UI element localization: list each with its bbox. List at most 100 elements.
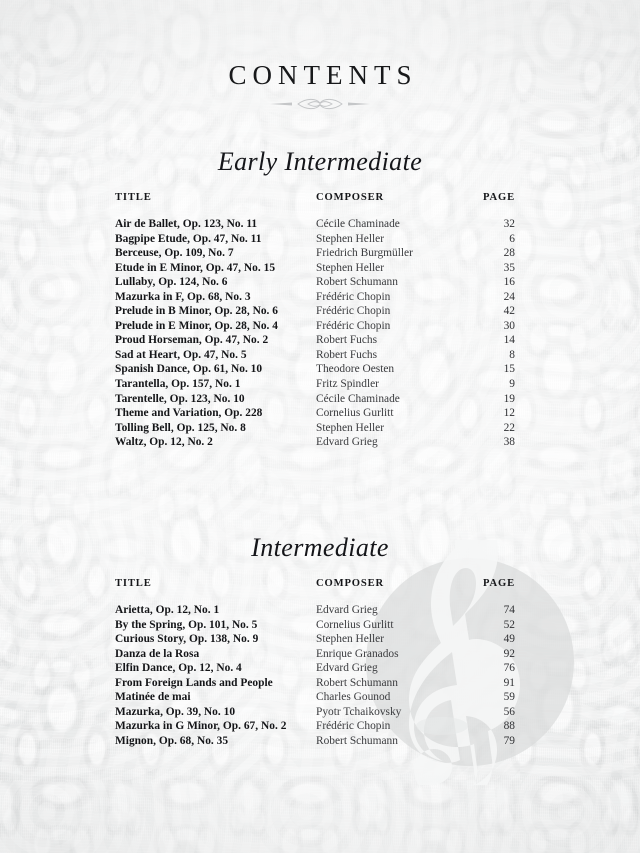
table-row[interactable]: Berceuse, Op. 109, No. 7 Friedrich Burgmü… [115, 247, 515, 262]
cell-title: Tolling Bell, Op. 125, No. 8 [115, 421, 246, 434]
table-row[interactable]: Lullaby, Op. 124, No. 6 Robert Schumann 16 [115, 276, 515, 291]
cell-page: 42 [503, 305, 515, 318]
table-row[interactable]: Prelude in E Minor, Op. 28, No. 4 Frédéri… [115, 320, 515, 335]
cell-composer: Cécile Chaminade [316, 392, 400, 405]
table-row[interactable]: Mazurka, Op. 39, No. 10 Pyotr Tchaikovsky… [115, 706, 515, 721]
cell-composer: Robert Schumann [316, 276, 398, 289]
table-row[interactable]: Sad at Heart, Op. 47, No. 5 Robert Fuchs 8 [115, 349, 515, 364]
cell-title: Prelude in B Minor, Op. 28, No. 6 [115, 305, 278, 318]
cell-composer: Robert Fuchs [316, 348, 378, 361]
cell-composer: Robert Schumann [316, 734, 398, 747]
cell-title: Prelude in E Minor, Op. 28, No. 4 [115, 319, 278, 332]
table-row[interactable]: Etude in E Minor, Op. 47, No. 15 Stephen … [115, 262, 515, 277]
table-row[interactable]: Mazurka in G Minor, Op. 67, No. 2 Frédéri… [115, 720, 515, 735]
table-row[interactable]: Tarantella, Op. 157, No. 1 Fritz Spindler… [115, 378, 515, 393]
table-row[interactable]: Waltz, Op. 12, No. 2 Edvard Grieg 38 [115, 436, 515, 451]
table-header-row: TITLE COMPOSER PAGE [115, 192, 515, 218]
cell-composer: Fritz Spindler [316, 378, 379, 391]
table-row[interactable]: Danza de la Rosa Enrique Granados 92 [115, 648, 515, 663]
table-row[interactable]: Elfin Dance, Op. 12, No. 4 Edvard Grieg 76 [115, 662, 515, 677]
table-row[interactable]: Matinée de mai Charles Gounod 59 [115, 691, 515, 706]
cell-title: Lullaby, Op. 124, No. 6 [115, 276, 228, 289]
cell-title: Elfin Dance, Op. 12, No. 4 [115, 662, 242, 675]
column-header-page: PAGE [482, 192, 515, 203]
toc-table-intermediate: TITLE COMPOSER PAGE Arietta, Op. 12, No.… [115, 578, 515, 749]
cell-composer: Frédéric Chopin [316, 290, 391, 303]
table-row[interactable]: Arietta, Op. 12, No. 1 Edvard Grieg 74 [115, 604, 515, 619]
cell-title: Tarantella, Op. 157, No. 1 [115, 378, 241, 391]
cell-page: 32 [503, 218, 515, 230]
cell-composer: Cornelius Gurlitt [316, 407, 394, 420]
cell-page: 24 [503, 290, 515, 303]
cell-title: Waltz, Op. 12, No. 2 [115, 436, 213, 449]
cell-page: 14 [503, 334, 515, 347]
cell-title: Arietta, Op. 12, No. 1 [115, 604, 220, 616]
cell-page: 22 [503, 421, 515, 434]
cell-page: 9 [509, 378, 515, 391]
cell-page: 16 [503, 276, 515, 289]
cell-composer: Stephen Heller [316, 421, 385, 434]
cell-composer: Frédéric Chopin [316, 720, 391, 733]
cell-page: 38 [503, 436, 515, 449]
table-row[interactable]: Curious Story, Op. 138, No. 9 Stephen Hel… [115, 633, 515, 648]
cell-composer: Edvard Grieg [316, 662, 378, 675]
cell-title: Bagpipe Etude, Op. 47, No. 11 [115, 232, 262, 245]
cell-page: 12 [503, 407, 515, 420]
table-row[interactable]: Tolling Bell, Op. 125, No. 8 Stephen Hell… [115, 422, 515, 437]
cell-title: Mazurka in G Minor, Op. 67, No. 2 [115, 720, 287, 733]
cell-title: From Foreign Lands and People [115, 676, 273, 689]
cell-page: 30 [503, 319, 515, 332]
cell-title: Mazurka in F, Op. 68, No. 3 [115, 290, 251, 303]
table-row[interactable]: Spanish Dance, Op. 61, No. 10 Theodore Oe… [115, 363, 515, 378]
cell-page: 6 [509, 232, 515, 245]
page-title: CONTENTS [228, 60, 418, 90]
table-row[interactable]: Tarentelle, Op. 123, No. 10 Cécile Chamin… [115, 393, 515, 408]
cell-page: 56 [503, 705, 515, 718]
cell-composer: Stephen Heller [316, 261, 385, 274]
cell-page: 91 [503, 676, 515, 689]
cell-page: 15 [503, 363, 515, 376]
cell-composer: Friedrich Burgmüller [316, 247, 413, 260]
cell-page: 52 [503, 618, 515, 631]
cell-title: Mazurka, Op. 39, No. 10 [115, 705, 236, 718]
table-header-row: TITLE COMPOSER PAGE [115, 578, 515, 604]
cell-composer: Edvard Grieg [316, 436, 378, 449]
column-header-composer: COMPOSER [316, 192, 385, 203]
cell-composer: Robert Fuchs [316, 334, 378, 347]
column-header-composer: COMPOSER [316, 578, 385, 589]
cell-page: 88 [503, 720, 515, 733]
table-row[interactable]: Bagpipe Etude, Op. 47, No. 11 Stephen Hel… [115, 233, 515, 248]
filigree-divider-icon [270, 98, 370, 110]
cell-title: Tarentelle, Op. 123, No. 10 [115, 392, 245, 405]
table-row[interactable]: Mignon, Op. 68, No. 35 Robert Schumann 79 [115, 735, 515, 750]
table-row[interactable]: From Foreign Lands and People Robert Schu… [115, 677, 515, 692]
cell-composer: Theodore Oesten [316, 363, 395, 376]
table-row[interactable]: Mazurka in F, Op. 68, No. 3 Frédéric Chop… [115, 291, 515, 306]
column-header-title: TITLE [115, 578, 152, 589]
toc-table-early-intermediate: TITLE COMPOSER PAGE Air de Ballet, Op. 1… [115, 192, 515, 451]
table-row[interactable]: Theme and Variation, Op. 228 Cornelius Gu… [115, 407, 515, 422]
column-header-page: PAGE [482, 578, 515, 589]
table-row[interactable]: By the Spring, Op. 101, No. 5 Cornelius G… [115, 619, 515, 634]
cell-composer: Cécile Chaminade [316, 218, 400, 230]
cell-page: 79 [503, 734, 515, 747]
table-row[interactable]: Prelude in B Minor, Op. 28, No. 6 Frédéri… [115, 305, 515, 320]
cell-composer: Frédéric Chopin [316, 305, 391, 318]
cell-title: Spanish Dance, Op. 61, No. 10 [115, 363, 263, 376]
cell-title: Theme and Variation, Op. 228 [115, 407, 263, 420]
cell-composer: Edvard Grieg [316, 604, 378, 616]
cell-page: 49 [503, 633, 515, 646]
cell-composer: Stephen Heller [316, 232, 385, 245]
cell-composer: Charles Gounod [316, 691, 391, 704]
cell-composer: Enrique Granados [316, 647, 399, 660]
cell-composer: Pyotr Tchaikovsky [316, 705, 402, 718]
column-header-title: TITLE [115, 192, 152, 203]
cell-composer: Stephen Heller [316, 633, 385, 646]
cell-title: Curious Story, Op. 138, No. 9 [115, 633, 259, 646]
table-row[interactable]: Proud Horseman, Op. 47, No. 2 Robert Fuch… [115, 334, 515, 349]
cell-title: Air de Ballet, Op. 123, No. 11 [115, 218, 258, 230]
cell-page: 28 [503, 247, 515, 260]
table-row[interactable]: Air de Ballet, Op. 123, No. 11 Cécile Cha… [115, 218, 515, 233]
cell-title: Proud Horseman, Op. 47, No. 2 [115, 334, 269, 347]
